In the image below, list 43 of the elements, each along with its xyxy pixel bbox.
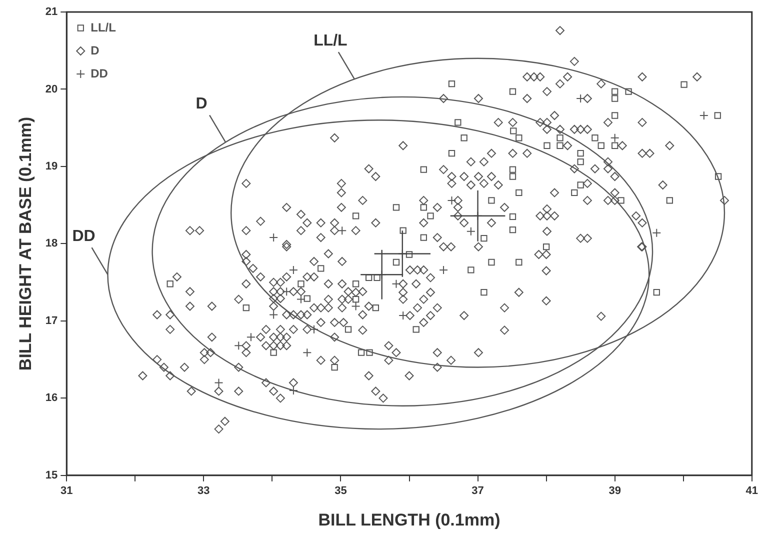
x-tick-label: 41 [746,485,758,498]
point [269,310,278,320]
y-tick-label: 17 [45,314,58,327]
annotation: LL/L [314,32,348,50]
point [699,110,708,120]
x-tick-label: 39 [608,485,621,498]
annotation: D [196,96,208,113]
y-tick-label: 16 [45,392,58,404]
annotation: DD [72,228,96,245]
y-axis-title: BILL HEIGHT AT BASE (0.1mm) [16,116,35,371]
point [439,265,448,274]
point [338,226,347,236]
y-tick-label: 20 [45,83,58,96]
point [466,226,476,236]
legend-label: D [90,43,100,58]
point [392,279,401,288]
x-axis-title: BILL LENGTH (0.1mm) [318,510,500,530]
legend-label: DD [90,66,108,80]
point [310,324,319,334]
point [282,287,292,296]
x-tick-label: 33 [198,485,210,498]
x-tick-label: 37 [472,485,484,498]
point [214,378,224,388]
point [288,386,298,395]
legend-label: LL/L [90,20,116,34]
y-tick-label: 21 [45,6,58,18]
x-tick-label: 35 [334,485,347,498]
point [576,94,586,103]
point [269,233,278,242]
point [296,294,306,304]
point [398,311,408,320]
y-tick-label: 19 [45,160,58,172]
point [447,196,456,205]
x-tick-label: 31 [60,485,73,498]
point [234,341,244,350]
point [246,332,256,342]
point [652,228,662,238]
y-tick-label: 18 [45,238,58,250]
point [288,265,298,274]
point [302,348,312,358]
point [610,133,620,142]
y-tick-label: 15 [45,469,58,482]
point [351,302,360,311]
